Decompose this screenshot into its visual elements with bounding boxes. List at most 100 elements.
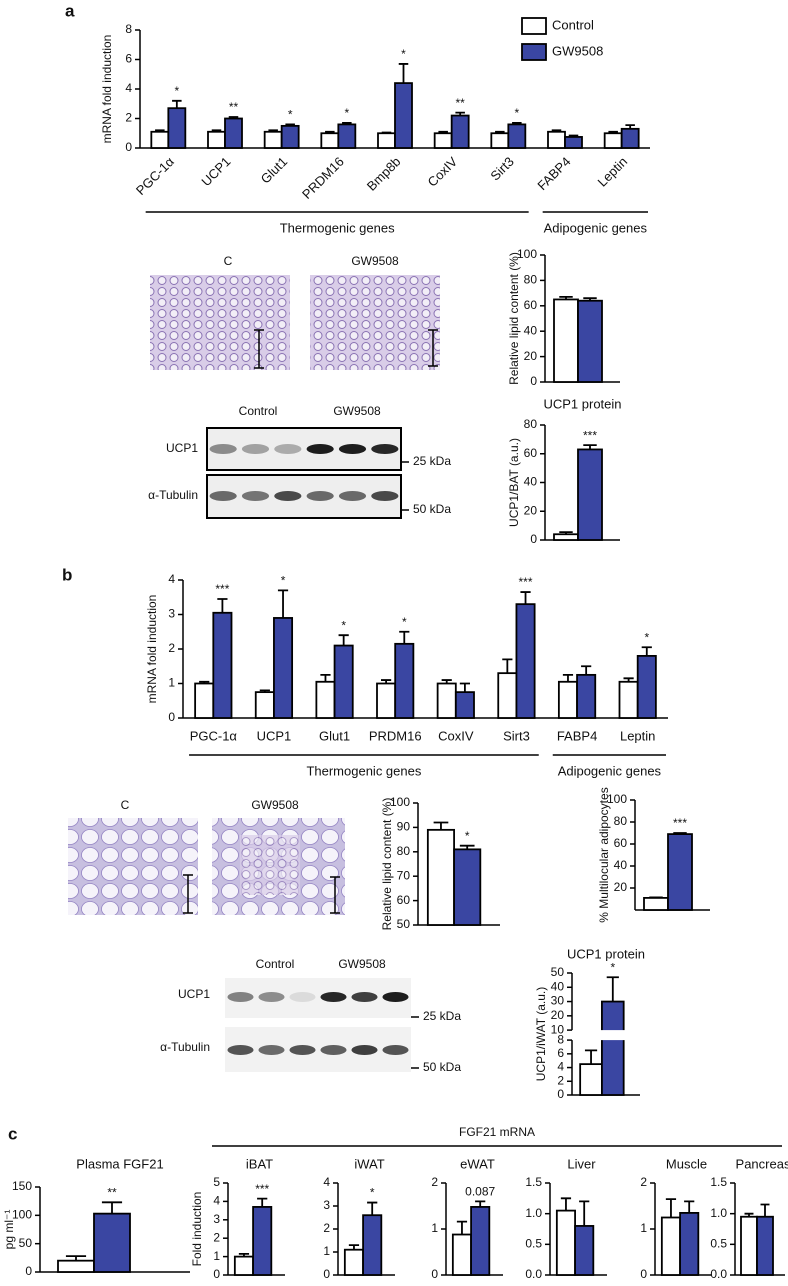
bar xyxy=(667,833,693,911)
group-label: Adipogenic genes xyxy=(558,763,662,778)
error-bar xyxy=(342,122,352,125)
blot-band xyxy=(227,992,254,1002)
western-blot xyxy=(206,427,402,519)
significance-label: *** xyxy=(673,816,687,830)
y-tick-label: 6 xyxy=(557,1046,564,1060)
blot-row-label: α-Tubulin xyxy=(160,1040,210,1054)
x-tick-label: Leptin xyxy=(595,154,631,190)
error-bar xyxy=(367,1201,378,1216)
y-tick-label: 0 xyxy=(168,710,175,724)
marker-tick xyxy=(411,1016,419,1069)
blot-group: GW9508 xyxy=(338,957,386,971)
bar xyxy=(507,123,527,149)
significance-label: ** xyxy=(229,100,239,114)
group-label: Adipogenic genes xyxy=(544,220,648,235)
y-tick-label: 20 xyxy=(524,503,538,517)
error-bar xyxy=(608,130,618,134)
legend-swatch xyxy=(521,43,547,61)
error-bar xyxy=(257,1197,268,1207)
bar xyxy=(436,682,457,719)
y-tick-label: 60 xyxy=(524,446,538,460)
chart-title: eWAT xyxy=(460,1156,495,1171)
bar xyxy=(679,1212,700,1276)
image-label: GW9508 xyxy=(251,798,299,812)
marker-tick xyxy=(401,461,409,511)
x-tick-label: Sirt3 xyxy=(487,154,517,184)
blot-band xyxy=(274,491,302,501)
y-tick-label: 40 xyxy=(524,475,538,489)
bar xyxy=(547,130,566,149)
y-tick-label: 0 xyxy=(431,1267,438,1281)
x-tick-label: FABP4 xyxy=(557,728,597,743)
y-tick-label: 1.5 xyxy=(710,1175,727,1189)
y-tick-label: 2 xyxy=(557,1073,564,1087)
y-tick-label: 100 xyxy=(12,1208,32,1222)
image-label: C xyxy=(224,254,233,268)
bar xyxy=(740,1215,758,1276)
y-tick-label: 40 xyxy=(551,979,565,993)
error-bar xyxy=(455,111,465,116)
error-bar xyxy=(495,130,505,134)
bar xyxy=(553,298,579,383)
error-bar xyxy=(65,1255,87,1261)
significance-label: * xyxy=(174,84,179,98)
bar xyxy=(233,1255,254,1276)
error-bar xyxy=(433,821,449,830)
y-tick-label: 2 xyxy=(168,641,175,655)
blot-band xyxy=(241,444,270,454)
significance-label: * xyxy=(402,615,407,629)
y-tick-label: 40 xyxy=(524,323,538,337)
blot-marker: 25 kDa xyxy=(413,454,451,468)
y-axis-label: UCP1/BAT (a.u.) xyxy=(507,438,521,527)
significance-label: *** xyxy=(583,428,597,442)
y-tick-label: 20 xyxy=(551,1008,565,1022)
error-bar xyxy=(641,646,652,656)
error-bar xyxy=(228,116,239,119)
significance-label: * xyxy=(610,960,615,974)
y-tick-label: 80 xyxy=(524,417,538,431)
bar xyxy=(454,691,475,719)
y-axis-label: mRNA fold induction xyxy=(100,35,114,144)
bar xyxy=(426,828,455,926)
y-tick-label: 80 xyxy=(524,273,538,287)
significance-label: ** xyxy=(455,96,465,110)
bar xyxy=(362,1214,383,1276)
y-tick-label: 40 xyxy=(614,858,628,872)
bar xyxy=(57,1259,95,1273)
error-bar xyxy=(744,1212,754,1217)
bar xyxy=(564,136,583,149)
blot-band xyxy=(306,444,334,454)
chart-title: Muscle xyxy=(666,1156,707,1171)
bar xyxy=(601,1000,625,1096)
y-tick-label: 1.0 xyxy=(525,1206,542,1220)
blot-row-label: α-Tubulin xyxy=(148,488,198,502)
y-tick-label: 0.5 xyxy=(710,1237,727,1251)
histology-image xyxy=(240,835,300,895)
error-bar xyxy=(459,682,470,693)
scale-bar xyxy=(254,329,264,369)
error-bar xyxy=(238,1252,250,1257)
y-tick-label: 0 xyxy=(640,1267,647,1281)
y-tick-label: 1 xyxy=(640,1221,647,1235)
error-bar xyxy=(211,129,222,132)
bar xyxy=(603,132,623,149)
bar xyxy=(337,123,357,149)
axis-break-gap xyxy=(599,1030,626,1041)
x-tick-label: Leptin xyxy=(620,728,655,743)
significance-label: * xyxy=(370,1186,375,1200)
bar xyxy=(320,132,340,149)
y-tick-label: 4 xyxy=(213,1194,220,1208)
bar xyxy=(280,124,300,149)
bar xyxy=(263,130,283,149)
significance-label: * xyxy=(281,574,286,588)
bar xyxy=(515,603,536,719)
y-tick-label: 60 xyxy=(524,298,538,312)
x-tick-label: Bmp8b xyxy=(364,154,404,194)
chart-title: UCP1 protein xyxy=(567,946,645,961)
x-tick-label: Glut1 xyxy=(258,154,291,187)
y-tick-label: 0 xyxy=(323,1267,330,1281)
error-bar xyxy=(673,832,687,835)
bar xyxy=(254,691,275,719)
blot-row-label: UCP1 xyxy=(178,987,210,1001)
